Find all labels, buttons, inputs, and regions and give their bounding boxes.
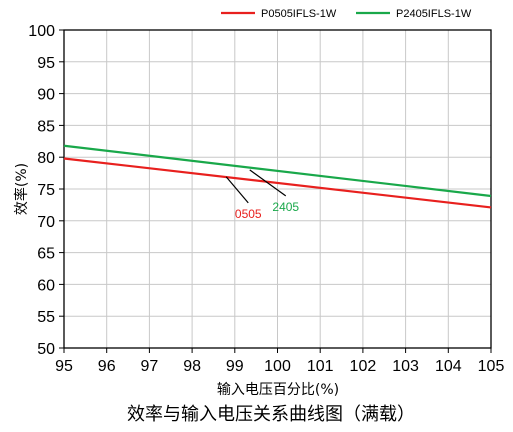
x-tick-label: 98 (183, 358, 201, 375)
series-line-p2405ifls-1w (63, 144, 492, 198)
y-tick-label: 50 (37, 341, 55, 358)
axis-ticks: 95 96 97 98 99 100 101 102 103 104 105 50 55 60 65 70 75… (28, 23, 504, 375)
data-series (63, 144, 492, 209)
annotation-leader-line (249, 169, 287, 197)
annotations: 0505 2405 (225, 169, 299, 221)
x-tick-label: 103 (392, 358, 419, 375)
y-tick-label: 75 (37, 182, 55, 199)
legend-label: P0505IFLS-1W (261, 8, 337, 20)
y-tick-label: 55 (37, 309, 55, 326)
y-tick-label: 60 (37, 277, 55, 294)
chart-caption: 效率与输入电压关系曲线图（满载） (127, 404, 415, 425)
legend: P0505IFLS-1W P2405IFLS-1W (221, 8, 472, 20)
y-axis-label: 效率(%) (13, 163, 30, 215)
x-tick-label: 96 (98, 358, 116, 375)
y-tick-label: 70 (37, 214, 55, 231)
y-tick-label: 90 (37, 87, 55, 104)
y-tick-label: 85 (37, 118, 55, 135)
x-tick-label: 95 (55, 358, 73, 375)
x-tick-label: 97 (141, 358, 159, 375)
legend-label: P2405IFLS-1W (396, 8, 472, 20)
x-tick-label: 101 (307, 358, 334, 375)
grid-lines (64, 30, 491, 348)
y-tick-label: 100 (28, 23, 55, 40)
annotation-leader-line (225, 176, 249, 204)
y-tick-label: 80 (37, 150, 55, 167)
x-tick-label: 99 (226, 358, 244, 375)
annotation-label: 2405 (272, 200, 299, 214)
x-tick-label: 105 (478, 358, 505, 375)
x-tick-label: 102 (350, 358, 377, 375)
y-tick-label: 95 (37, 55, 55, 72)
x-tick-label: 104 (435, 358, 462, 375)
x-axis-label: 输入电压百分比(%) (217, 382, 339, 398)
y-tick-label: 65 (37, 246, 55, 263)
annotation-label: 0505 (235, 207, 262, 221)
series-line-p0505ifls-1w (63, 157, 492, 209)
x-tick-label: 100 (264, 358, 291, 375)
